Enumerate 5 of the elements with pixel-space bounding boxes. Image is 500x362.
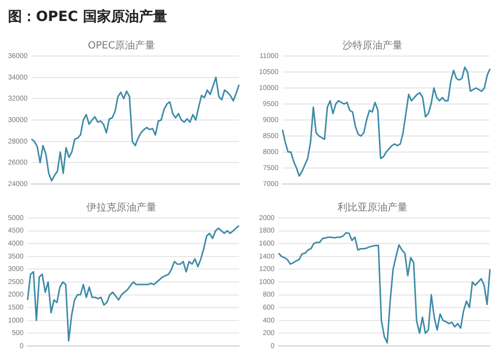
chart-title: 利比亚原油产量: [338, 202, 408, 214]
chart-title: 伊拉克原油产量: [86, 202, 156, 214]
chart-title: OPEC原油产量: [88, 40, 156, 52]
chart-title: 沙特原油产量: [342, 40, 402, 52]
text: 图：OPEC 国家原油产量: [8, 8, 167, 26]
